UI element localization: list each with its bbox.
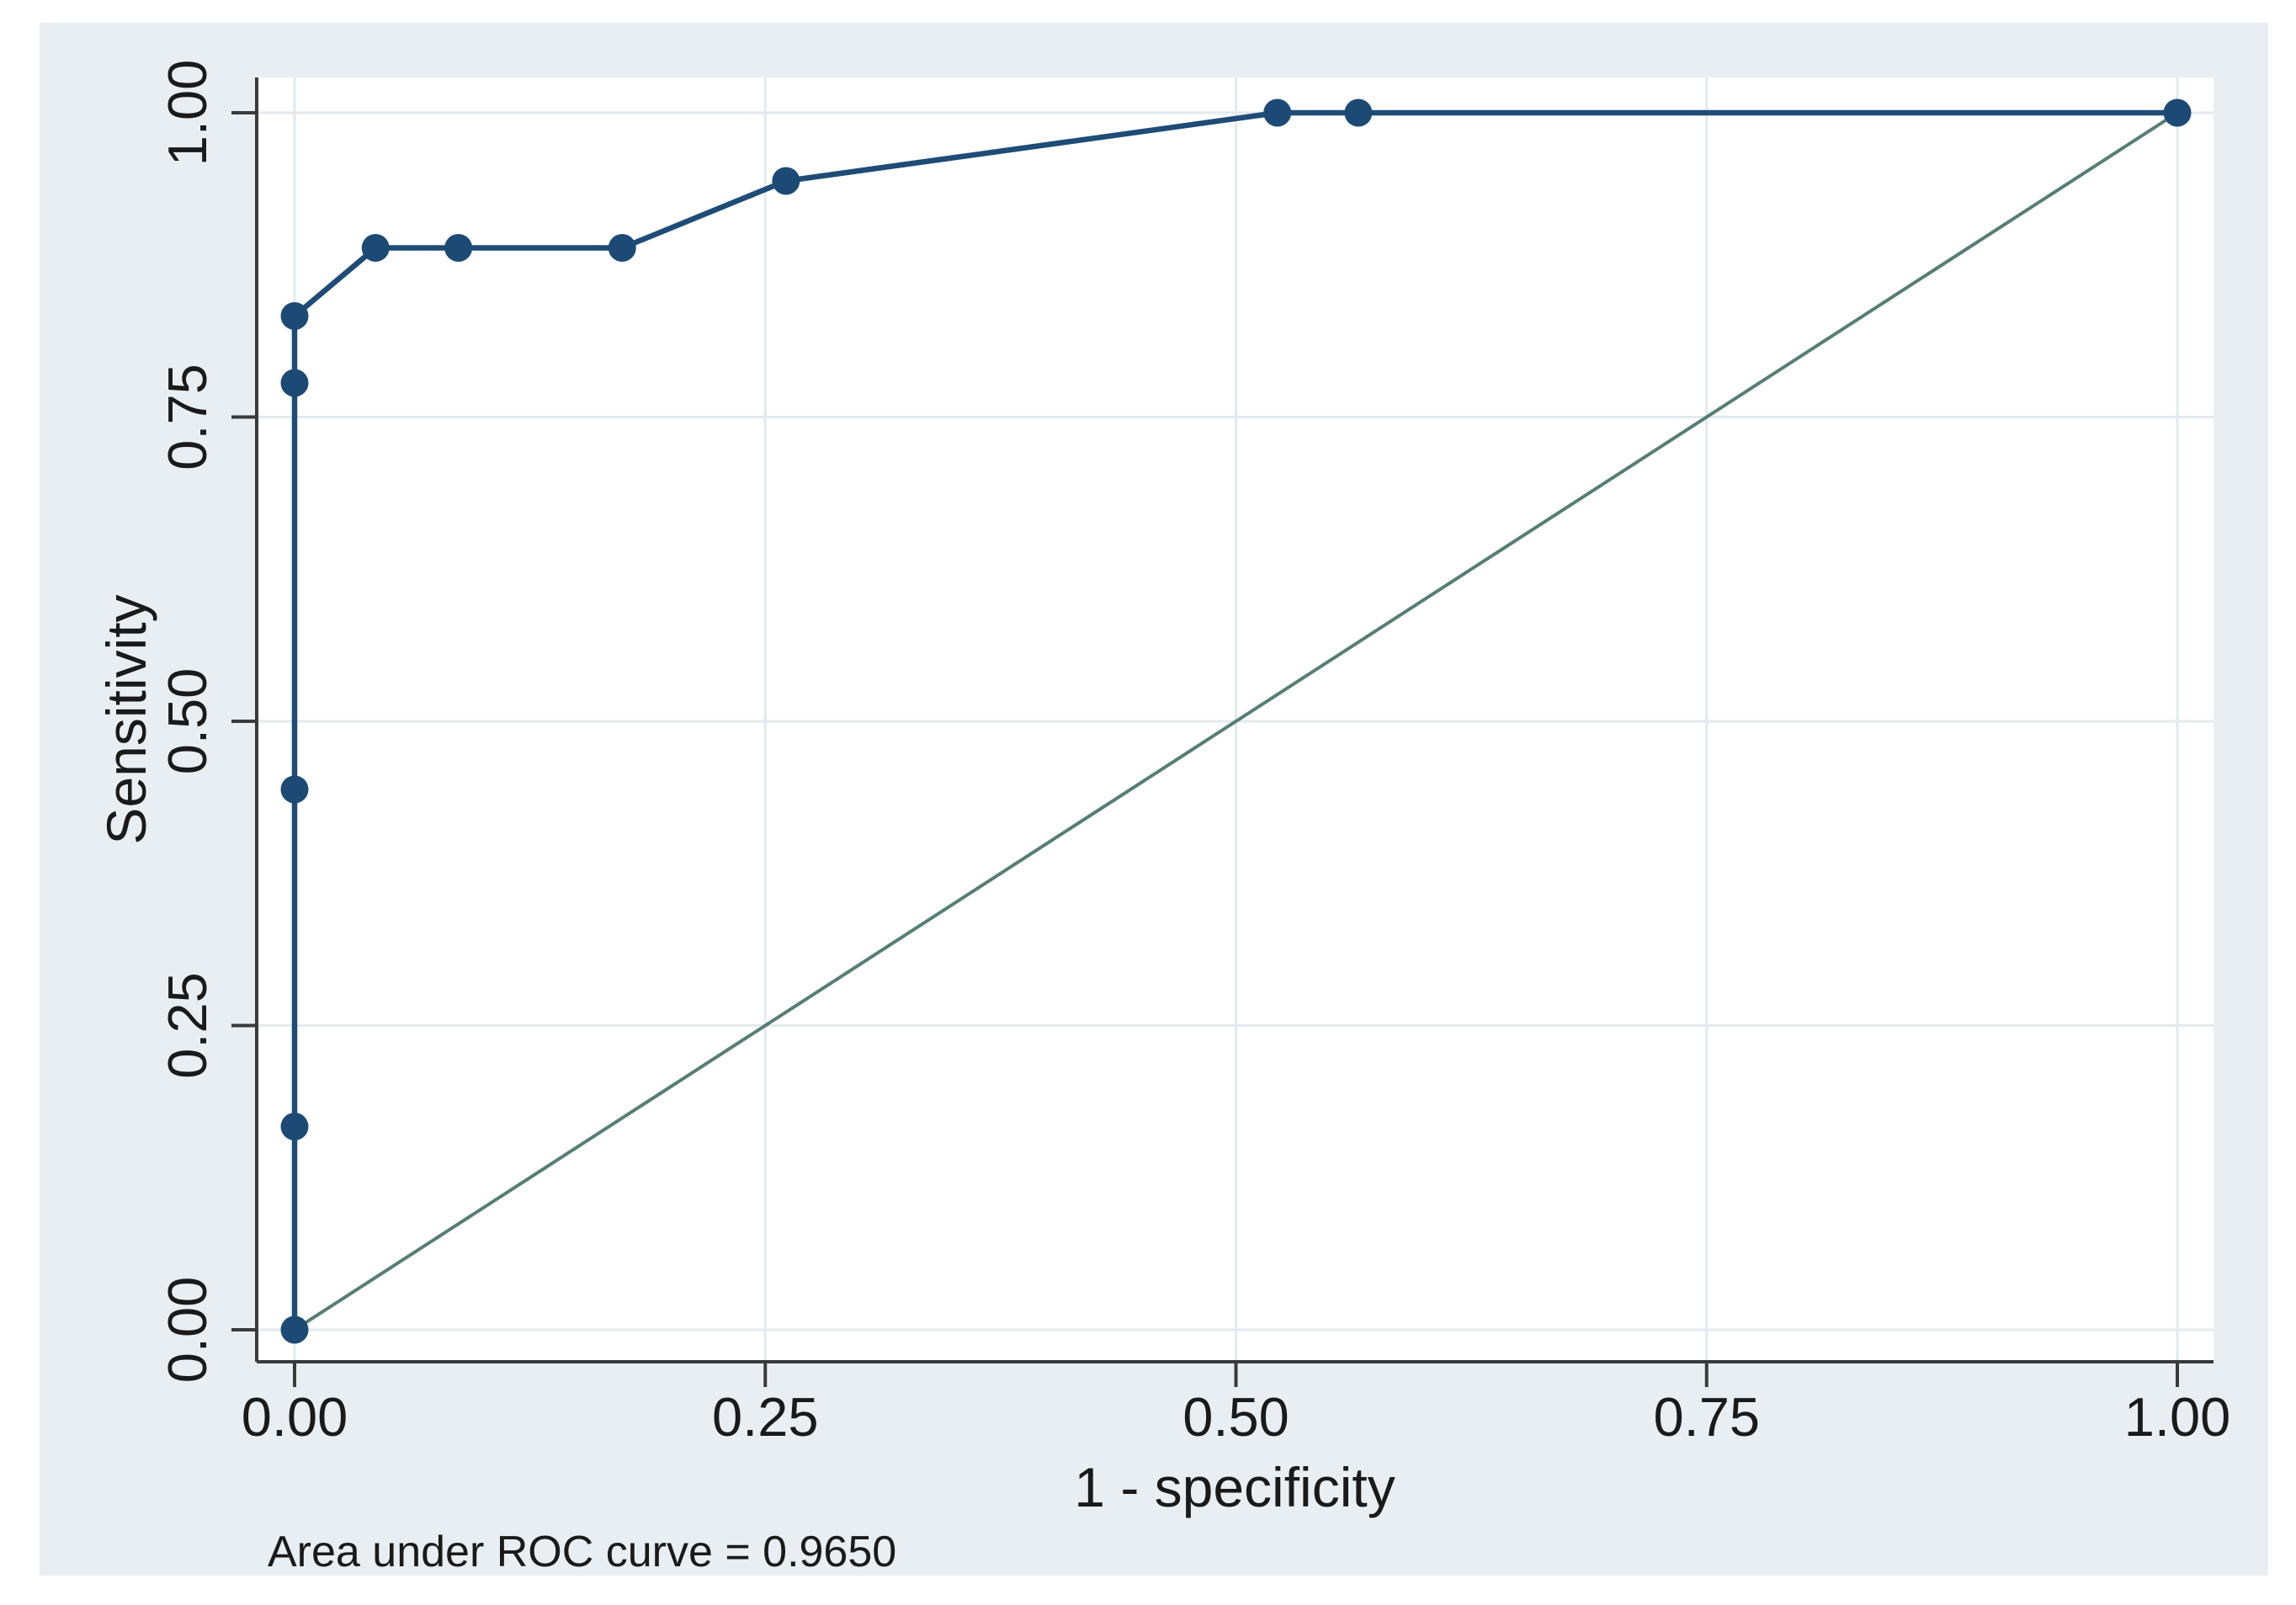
y-tick-label-0.00: 0.00 <box>157 1277 218 1384</box>
roc-point-0 <box>280 1315 309 1344</box>
y-tick-label-0.50: 0.50 <box>157 668 218 775</box>
roc-point-4 <box>280 301 309 330</box>
roc-point-2 <box>280 775 309 804</box>
y-axis-title: Sensitivity <box>95 594 157 844</box>
x-tick-label-0.00: 0.00 <box>242 1386 348 1448</box>
roc-point-1 <box>280 1113 309 1141</box>
y-tick-label-0.75: 0.75 <box>157 364 218 470</box>
roc-point-9 <box>1263 98 1292 127</box>
series-layer <box>280 98 2192 1344</box>
roc-point-6 <box>444 234 473 263</box>
x-tick-label-0.25: 0.25 <box>712 1386 819 1448</box>
x-tick-label-1.00: 1.00 <box>2124 1386 2231 1448</box>
x-tick-label-0.75: 0.75 <box>1653 1386 1760 1448</box>
x-tick-label-0.50: 0.50 <box>1183 1386 1289 1448</box>
roc-point-8 <box>772 167 800 195</box>
roc-point-7 <box>608 234 636 263</box>
auc-note: Area under ROC curve = 0.9650 <box>268 1528 896 1576</box>
tick-layer: 0.00 0.25 0.50 0.75 1.00 0.00 0.25 0.50 0.75 1.00 <box>157 60 2231 1448</box>
reference-line <box>293 111 2179 1331</box>
roc-point-11 <box>2163 98 2192 127</box>
roc-point-10 <box>1344 98 1373 127</box>
x-axis-title: 1 - specificity <box>1074 1456 1395 1518</box>
roc-point-3 <box>280 369 309 397</box>
y-tick-label-1.00: 1.00 <box>157 60 218 167</box>
y-tick-label-0.25: 0.25 <box>157 972 218 1079</box>
roc-point-5 <box>361 234 390 263</box>
